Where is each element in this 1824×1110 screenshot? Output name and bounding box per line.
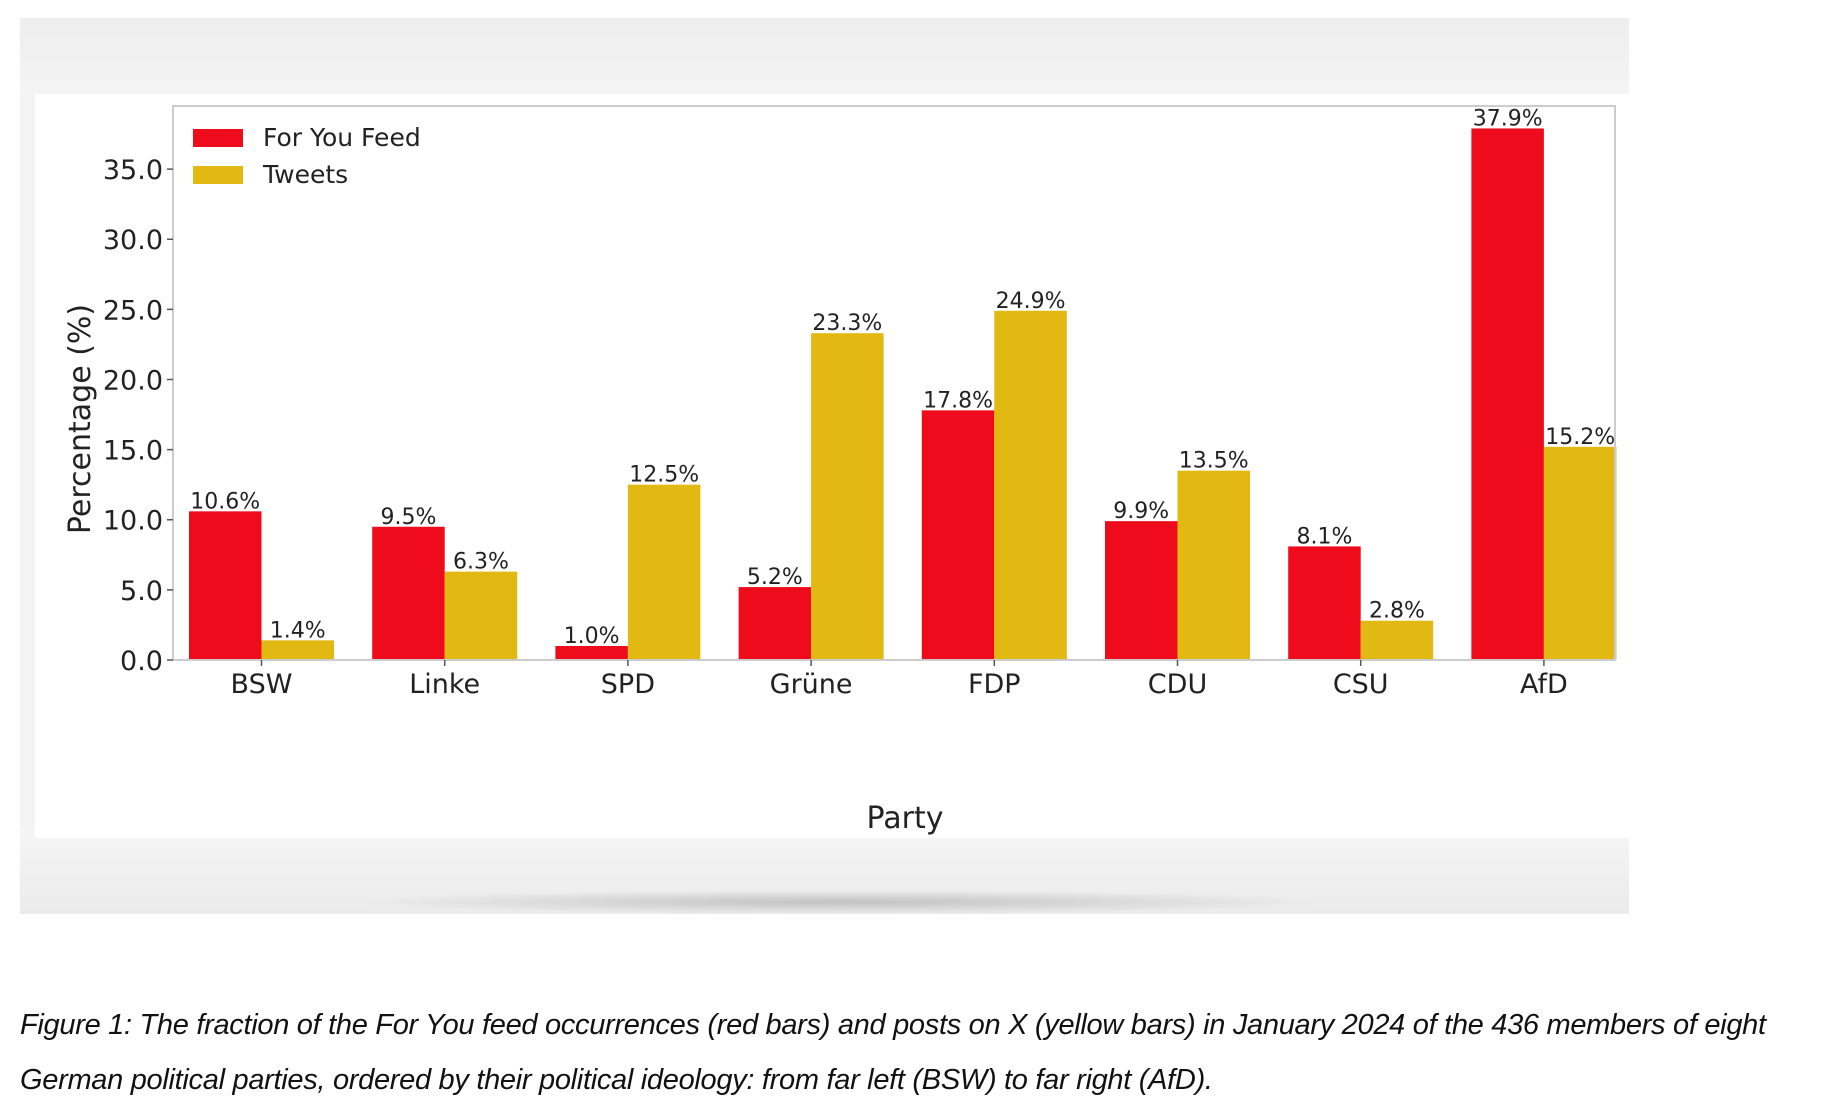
y-tick-label-5: 5.0 xyxy=(120,576,163,607)
bar-tweets-fdp xyxy=(994,310,1067,660)
value-label-for-you-feed-linke: 9.5% xyxy=(380,505,436,530)
y-tick-label-35: 35.0 xyxy=(103,155,163,186)
figure-bottom-shadow xyxy=(350,890,1330,914)
y-tick-label-0: 0.0 xyxy=(120,646,163,677)
bar-for-you-feed-bsw xyxy=(189,511,262,660)
x-tick-label-cdu: CDU xyxy=(1148,669,1207,700)
value-labels-layer: 10.6% 1.4% 9.5% 6.3% 1.0% 12.5% 5.2% 23.3% 17.8%… xyxy=(190,106,1615,649)
y-tick-label-15: 15.0 xyxy=(103,436,163,467)
bar-chart: 10.6% 1.4% 9.5% 6.3% 1.0% 12.5% 5.2% 23.3% 17.8%… xyxy=(35,94,1629,838)
value-label-tweets-csu: 2.8% xyxy=(1369,599,1425,624)
legend-swatch-tweets xyxy=(193,166,243,184)
y-tick-label-10: 10.0 xyxy=(103,506,163,537)
value-label-tweets-linke: 6.3% xyxy=(453,550,509,575)
bar-tweets-afd xyxy=(1543,446,1617,660)
bar-for-you-feed-spd xyxy=(555,645,628,660)
x-tick-label-bsw: BSW xyxy=(231,669,293,700)
x-tick-label-afd: AfD xyxy=(1520,669,1568,700)
bar-tweets-cdu xyxy=(1177,470,1250,660)
x-tick-label-fdp: FDP xyxy=(968,669,1021,700)
value-label-tweets-cdu: 13.5% xyxy=(1179,449,1249,474)
x-axis-label: Party xyxy=(867,801,944,836)
x-tick-label-linke: Linke xyxy=(409,669,480,700)
y-tick-label-30: 30.0 xyxy=(103,225,163,256)
bar-tweets-linke xyxy=(444,571,518,660)
bar-for-you-feed-afd xyxy=(1471,128,1544,661)
bars-layer xyxy=(189,128,1617,661)
bar-tweets-grune xyxy=(811,333,884,660)
bar-for-you-feed-csu xyxy=(1288,546,1361,660)
y-tick-label-20: 20.0 xyxy=(103,365,163,396)
bar-for-you-feed-linke xyxy=(372,526,445,660)
value-label-tweets-fdp: 24.9% xyxy=(996,289,1066,314)
x-ticks-layer: BSW Linke SPD Grüne FDP CDU CSU AfD xyxy=(231,660,1568,700)
bar-for-you-feed-cdu xyxy=(1105,521,1178,660)
figure-caption: Figure 1: The fraction of the For You fe… xyxy=(20,1009,1766,1096)
value-label-for-you-feed-spd: 1.0% xyxy=(564,624,620,649)
bar-for-you-feed-grune xyxy=(738,587,812,660)
x-tick-label-grune: Grüne xyxy=(770,669,853,700)
x-tick-label-spd: SPD xyxy=(601,669,655,700)
bar-tweets-spd xyxy=(627,484,701,660)
y-axis-label: Percentage (%) xyxy=(63,304,98,534)
legend-swatch-for-you-feed xyxy=(193,129,243,147)
figure-frame: 10.6% 1.4% 9.5% 6.3% 1.0% 12.5% 5.2% 23.3% 17.8%… xyxy=(20,18,1629,914)
value-label-for-you-feed-fdp: 17.8% xyxy=(923,388,993,413)
value-label-tweets-afd: 15.2% xyxy=(1545,425,1615,450)
x-tick-label-csu: CSU xyxy=(1333,669,1389,700)
value-label-for-you-feed-bsw: 10.6% xyxy=(190,489,260,514)
bar-tweets-bsw xyxy=(261,640,334,660)
bar-for-you-feed-fdp xyxy=(921,410,995,660)
plot-frame xyxy=(172,105,1616,661)
value-label-tweets-bsw: 1.4% xyxy=(270,618,326,643)
y-ticks-layer: 0.0 5.0 10.0 15.0 20.0 25.0 30.0 35.0 xyxy=(103,155,173,677)
value-label-tweets-grune: 23.3% xyxy=(812,311,882,336)
figure-top-strip xyxy=(20,18,1629,94)
value-label-tweets-spd: 12.5% xyxy=(629,463,699,488)
legend-label-tweets: Tweets xyxy=(262,160,348,189)
value-label-for-you-feed-grune: 5.2% xyxy=(747,565,803,590)
legend: For You Feed Tweets xyxy=(193,123,421,189)
value-label-for-you-feed-csu: 8.1% xyxy=(1296,524,1352,549)
legend-label-for-you-feed: For You Feed xyxy=(263,123,421,152)
bar-tweets-csu xyxy=(1360,620,1434,660)
value-label-for-you-feed-cdu: 9.9% xyxy=(1113,499,1169,524)
figure-bottom-strip xyxy=(20,828,1629,914)
value-label-for-you-feed-afd: 37.9% xyxy=(1473,106,1543,131)
y-tick-label-25: 25.0 xyxy=(103,295,163,326)
